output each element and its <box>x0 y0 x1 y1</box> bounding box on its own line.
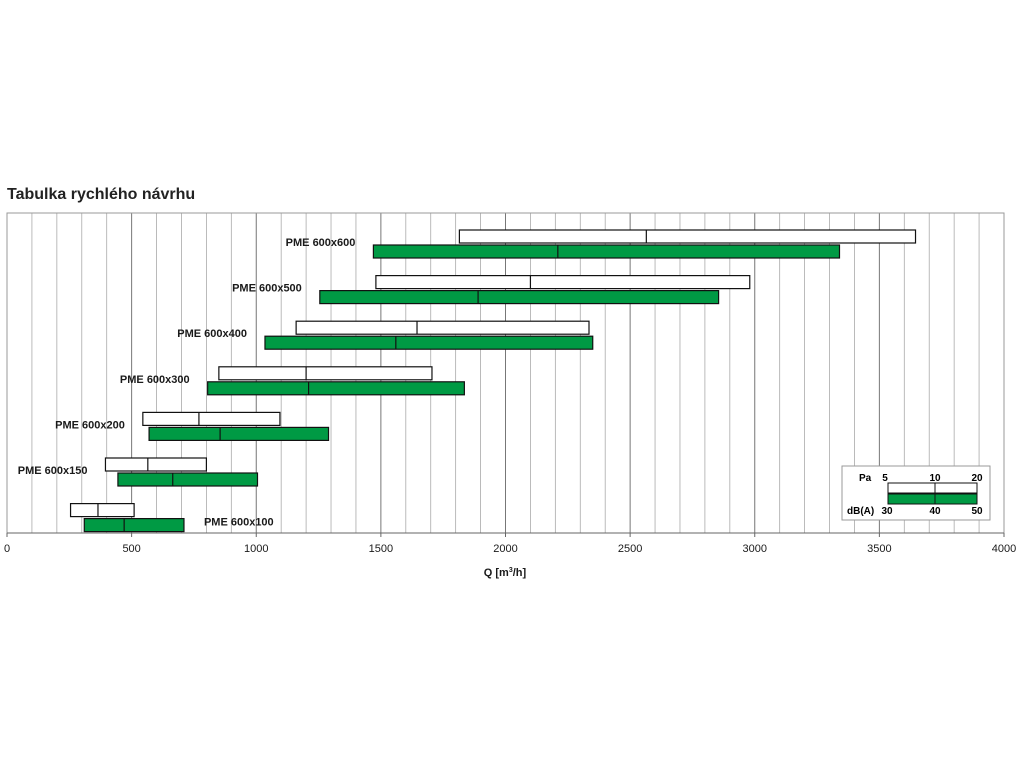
series-label: PME 600x600 <box>286 237 356 249</box>
x-axis: 0 500 1000 1500 2000 2500 3000 3500 4000 <box>4 532 1016 555</box>
legend-pa-swatch <box>887 482 978 494</box>
pressure-bar <box>218 366 433 381</box>
series-labels: PME 600x600 PME 600x500 PME 600x400 PME 600… <box>18 237 356 529</box>
legend-db-swatch <box>887 493 978 505</box>
legend-pa-label: Pa <box>859 473 872 484</box>
x-tick-label: 1000 <box>244 543 268 555</box>
noise-bar <box>83 517 185 533</box>
legend-pa-value-low: 5 <box>882 473 888 484</box>
bars <box>69 229 917 533</box>
chart-title: Tabulka rychlého návrhu <box>7 186 196 203</box>
series-label: PME 600x150 <box>18 465 88 477</box>
legend-db-value-low: 30 <box>881 506 893 517</box>
series-label: PME 600x200 <box>55 419 125 431</box>
legend-db-value-high: 50 <box>971 506 983 517</box>
x-tick-label: 2500 <box>618 543 642 555</box>
x-tick-label: 2000 <box>493 543 517 555</box>
legend: Pa 5 10 20 dB(A) 30 40 50 <box>841 465 991 521</box>
pressure-bar <box>104 457 208 472</box>
noise-bar <box>372 244 841 259</box>
pressure-bar <box>375 275 751 290</box>
x-tick-label: 500 <box>122 543 140 555</box>
noise-bar <box>207 381 465 396</box>
x-tick-label: 3000 <box>743 543 767 555</box>
x-tick-label: 0 <box>4 543 10 555</box>
x-axis-label: Q [m3/h] <box>484 567 527 579</box>
noise-bar <box>148 426 330 441</box>
x-tick-label: 3500 <box>867 543 891 555</box>
pressure-bar <box>69 503 135 518</box>
x-tick-label: 1500 <box>369 543 393 555</box>
pressure-bar <box>458 229 917 244</box>
series-label: PME 600x300 <box>120 374 190 386</box>
series-label: PME 600x400 <box>177 328 247 340</box>
noise-bar <box>117 472 259 487</box>
series-label: PME 600x500 <box>232 283 302 295</box>
legend-pa-value-mid: 10 <box>929 473 941 484</box>
x-tick-label: 4000 <box>992 543 1016 555</box>
legend-db-label: dB(A) <box>847 506 874 517</box>
pressure-bar <box>142 411 281 426</box>
series-label: PME 600x100 <box>204 517 274 529</box>
legend-db-value-mid: 40 <box>929 506 941 517</box>
legend-pa-value-high: 20 <box>971 473 983 484</box>
noise-bar <box>319 290 720 305</box>
pressure-bar <box>295 320 590 335</box>
noise-bar <box>264 335 594 350</box>
